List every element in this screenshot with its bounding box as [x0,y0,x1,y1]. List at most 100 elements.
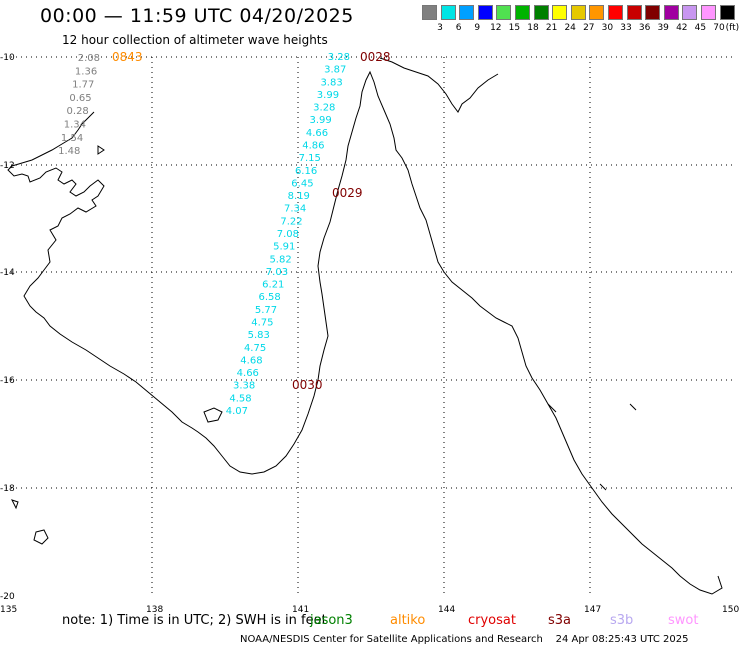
pass-label-0030: 0030 [292,378,323,392]
wave-height-reading: 4.75 [244,343,266,354]
pass-label-0029: 0029 [332,186,363,200]
legend-swatch [477,5,493,20]
wave-height-reading: 5.91 [273,242,295,253]
wave-height-reading: 1.34 [64,120,86,131]
lat-tick-label: -10 [0,53,15,63]
legend-level-label: 24 [564,23,576,33]
satellite-name: cryosat [468,613,516,628]
legend-level-label: 6 [455,23,462,33]
legend-level-label: 39 [657,23,669,33]
wave-height-reading: 2.08 [78,53,100,64]
wave-height-reading: 6.16 [295,166,317,177]
legend-swatch [608,5,623,20]
wave-height-reading: 3.87 [324,65,346,76]
legend-level-label: 30 [601,23,614,33]
plot-area [6,57,736,597]
lat-tick-label: -20 [0,592,15,602]
wave-height-reading: 6.21 [262,280,284,291]
wave-height-reading: 3.99 [317,90,339,101]
wave-height-reading: 1.36 [75,66,97,77]
satellite-name: swot [668,613,699,628]
wave-height-reading: 5.82 [269,254,291,265]
legend-level-label: 15 [508,23,521,33]
legend-swatch [589,5,605,20]
legend-swatch [459,5,475,20]
satellite-name: s3b [610,613,634,628]
legend-swatch [496,5,512,20]
wave-height-reading: 7.22 [280,216,302,227]
wave-height-reading: 3.28 [328,52,350,63]
legend-unit: (ft) [725,23,740,33]
jason-track: 2.08 1.36 1.77 0.65 0.28 1.34 1.54 1.48 [58,53,100,157]
wave-height-reading: 4.58 [229,393,251,404]
coastline [7,57,723,595]
map-subtitle: 12 hour collection of altimeter wave hei… [62,33,328,47]
legend-level-label: 21 [545,23,558,33]
credit-timestamp: 24 Apr 08:25:43 UTC 2025 [555,634,689,645]
wave-height-reading: 1.54 [61,133,83,144]
credit-line: NOAA/NESDIS Center for Satellite Applica… [240,634,689,645]
legend-level-label: 33 [620,23,632,33]
wave-height-reading: 5.83 [248,330,270,341]
wave-height-reading: 4.68 [240,355,262,366]
lon-tick-label: 150 [722,605,739,615]
lat-tick-label: -18 [0,484,15,494]
wave-height-reading: 3.99 [310,115,332,126]
legend-swatch [701,5,716,20]
axis-labels: -10 -12 -14 -16 -18 -20 135 138 141 144 147 150 [0,53,739,615]
legend-level-label: 3 [437,23,443,33]
gridlines [6,56,736,596]
satellite-name: altiko [390,613,426,628]
legend-swatch [719,5,735,20]
legend-swatch [422,5,437,20]
legend-level-label: 36 [638,23,651,33]
legend-level-label: 12 [490,23,502,33]
legend-swatch [645,5,661,20]
footer-note: note: 1) Time is in UTC; 2) SWH is in fe… [62,613,327,628]
lon-tick-label: 147 [584,605,601,615]
wave-height-reading: 4.66 [306,128,328,139]
lon-tick-label: 144 [438,605,455,615]
satellite-name: s3a [548,613,572,628]
pass-label-0843: 0843 [112,50,143,64]
wave-height-reading: 7.08 [277,229,299,240]
wave-height-reading: 0.28 [67,106,89,117]
wave-height-reading: 4.75 [251,318,273,329]
legend-level-label: 45 [694,23,707,33]
legend-swatch [440,5,456,20]
cryosat-track: 3.283.873.833.993.283.994.664.867.156.16… [226,52,350,417]
legend-swatch [552,5,568,20]
lon-tick-label: 141 [292,605,309,615]
credit-org: NOAA/NESDIS Center for Satellite Applica… [240,634,543,645]
legend-swatch [663,5,679,20]
legend-level-label: 42 [676,23,688,33]
wave-height-reading: 4.07 [226,406,248,417]
wave-height-reading: 5.77 [255,305,277,316]
satellite-name: jason3 [310,613,353,628]
legend-swatch [570,5,586,20]
wave-height-reading: 7.15 [299,153,321,164]
legend-swatch [682,5,698,20]
lat-tick-label: -12 [0,161,15,171]
map-title: 00:00 — 11:59 UTC 04/20/2025 [40,5,354,27]
legend-level-label: 9 [474,23,481,33]
legend-swatch [533,5,549,20]
wave-height-reading: 6.45 [291,178,313,189]
wave-height-reading: 4.86 [302,141,324,152]
legend-swatch [626,5,642,20]
wave-height-reading: 7.03 [266,267,288,278]
wave-height-reading: 0.65 [69,93,91,104]
legend-swatch [515,5,530,20]
wave-height-reading: 4.66 [237,368,259,379]
legend-level-label: 27 [583,23,595,33]
wave-height-reading: 1.77 [72,80,94,91]
wave-height-reading: 3.83 [320,77,342,88]
wave-height-reading: 7.34 [284,204,306,215]
wave-height-reading: 1.48 [58,146,80,157]
legend-level-label: 70 [713,23,725,33]
lon-tick-label: 135 [0,605,17,615]
wave-height-reading: 8.19 [288,191,310,202]
wave-height-reading: 3.28 [313,103,335,114]
lon-tick-label: 138 [146,605,163,615]
